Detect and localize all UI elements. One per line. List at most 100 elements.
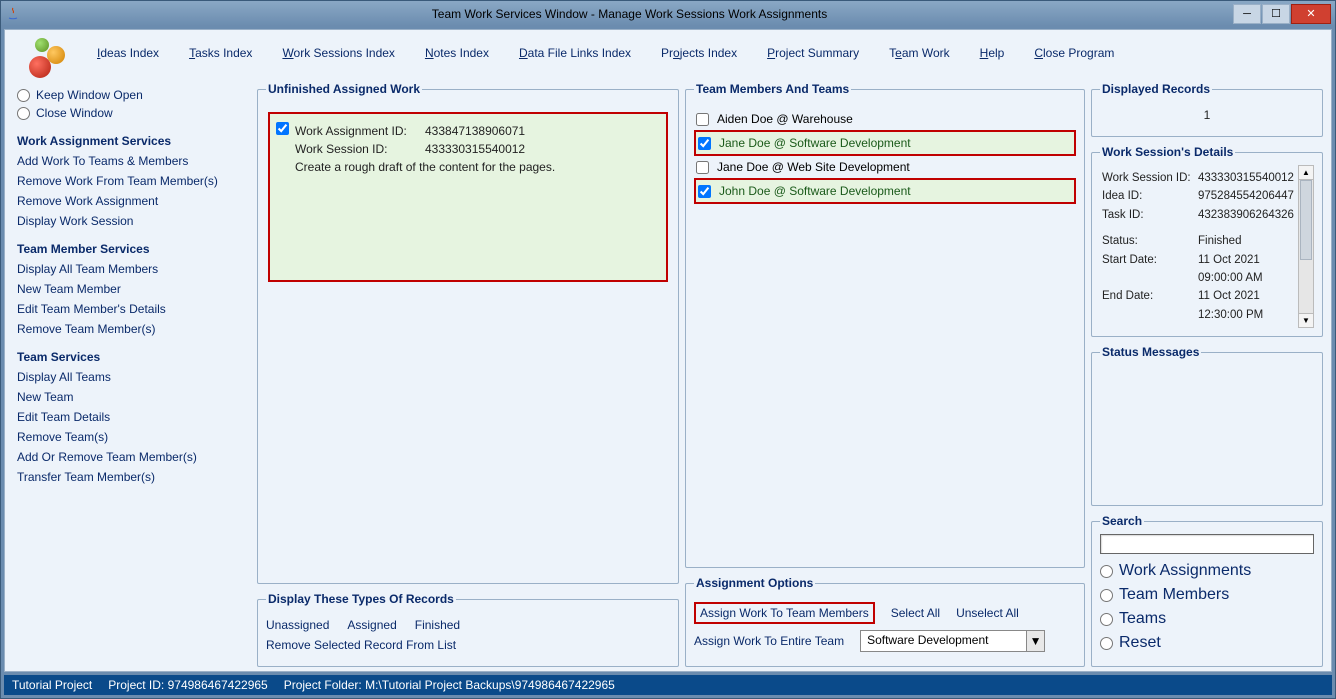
- menu-data-file-links-index[interactable]: Data File Links Index: [519, 46, 631, 60]
- titlebar: Team Work Services Window - Manage Work …: [1, 1, 1335, 26]
- content-pane: Ideas Index Tasks Index Work Sessions In…: [4, 29, 1332, 672]
- search-legend: Search: [1100, 514, 1144, 528]
- maximize-button[interactable]: ☐: [1262, 4, 1290, 24]
- menu-tasks-index[interactable]: Tasks Index: [189, 46, 252, 60]
- team-member-row[interactable]: Jane Doe @ Web Site Development: [694, 156, 1076, 178]
- link-new-team[interactable]: New Team: [17, 390, 247, 404]
- search-radio-team-members[interactable]: Team Members: [1100, 586, 1314, 604]
- link-remove-team-members[interactable]: Remove Team Member(s): [17, 322, 247, 336]
- team-services-header: Team Services: [17, 350, 247, 364]
- menu-work-sessions-index[interactable]: Work Sessions Index: [282, 46, 395, 60]
- link-display-work-session[interactable]: Display Work Session: [17, 214, 247, 228]
- team-member-label: Aiden Doe @ Warehouse: [717, 112, 853, 126]
- link-remove-selected-record[interactable]: Remove Selected Record From List: [266, 638, 456, 652]
- displayed-records-panel: Displayed Records 1: [1091, 82, 1323, 137]
- search-radio-reset[interactable]: Reset: [1100, 634, 1314, 652]
- menu-project-summary[interactable]: Project Summary: [767, 46, 859, 60]
- link-remove-work-from-members[interactable]: Remove Work From Team Member(s): [17, 174, 247, 188]
- link-unassigned[interactable]: Unassigned: [266, 618, 329, 632]
- menu-ideas-index[interactable]: Ideas Index: [97, 46, 159, 60]
- display-types-panel: Display These Types Of Records Unassigne…: [257, 592, 679, 667]
- status-messages-legend: Status Messages: [1100, 345, 1201, 359]
- search-radio-work-assignments[interactable]: Work Assignments: [1100, 562, 1314, 580]
- menubar: Ideas Index Tasks Index Work Sessions In…: [97, 46, 1319, 66]
- search-radio-teams[interactable]: Teams: [1100, 610, 1314, 628]
- menu-help[interactable]: Help: [980, 46, 1005, 60]
- menu-notes-index[interactable]: Notes Index: [425, 46, 489, 60]
- team-members-panel: Team Members And Teams Aiden Doe @ Wareh…: [685, 82, 1085, 568]
- footer-project-name: Tutorial Project: [12, 678, 92, 692]
- team-members-list: Aiden Doe @ Warehouse Jane Doe @ Softwar…: [694, 102, 1076, 204]
- footer-project-folder: Project Folder: M:\Tutorial Project Back…: [284, 678, 615, 692]
- link-add-work-to-teams[interactable]: Add Work To Teams & Members: [17, 154, 247, 168]
- close-window-radio[interactable]: Close Window: [17, 106, 247, 120]
- link-assign-to-members[interactable]: Assign Work To Team Members: [694, 602, 875, 624]
- team-member-checkbox[interactable]: [696, 161, 709, 174]
- unfinished-legend: Unfinished Assigned Work: [266, 82, 422, 96]
- keep-window-open-radio[interactable]: Keep Window Open: [17, 88, 247, 102]
- team-select-dropdown[interactable]: Software Development ▼: [860, 630, 1045, 652]
- details-content: Work Session ID:433330315540012 Idea ID:…: [1100, 165, 1298, 328]
- team-member-label: John Doe @ Software Development: [719, 184, 911, 198]
- work-session-details-panel: Work Session's Details Work Session ID:4…: [1091, 145, 1323, 337]
- search-panel: Search Work Assignments Team Members Tea…: [1091, 514, 1323, 667]
- java-icon: [5, 6, 21, 22]
- teams-panel: Team Members And Teams Aiden Doe @ Wareh…: [685, 82, 1085, 667]
- team-member-checkbox[interactable]: [698, 185, 711, 198]
- link-add-remove-team-members[interactable]: Add Or Remove Team Member(s): [17, 450, 247, 464]
- team-member-label: Jane Doe @ Software Development: [719, 136, 911, 150]
- right-panel: Displayed Records 1 Work Session's Detai…: [1091, 82, 1323, 667]
- footer-project-id: Project ID: 974986467422965: [108, 678, 267, 692]
- link-finished[interactable]: Finished: [415, 618, 460, 632]
- menu-team-work[interactable]: Team Work: [889, 46, 949, 60]
- link-edit-team-details[interactable]: Edit Team Details: [17, 410, 247, 424]
- link-unselect-all[interactable]: Unselect All: [956, 606, 1019, 620]
- work-assignment-details: Work Assignment ID:433847138906071 Work …: [295, 122, 555, 176]
- link-select-all[interactable]: Select All: [891, 606, 940, 620]
- work-assignment-item[interactable]: Work Assignment ID:433847138906071 Work …: [268, 112, 668, 282]
- scroll-down-icon[interactable]: ▼: [1299, 313, 1313, 327]
- team-member-label: Jane Doe @ Web Site Development: [717, 160, 910, 174]
- status-messages-panel: Status Messages: [1091, 345, 1323, 506]
- link-transfer-team-members[interactable]: Transfer Team Member(s): [17, 470, 247, 484]
- displayed-records-legend: Displayed Records: [1100, 82, 1212, 96]
- team-member-row[interactable]: Jane Doe @ Software Development: [694, 130, 1076, 156]
- team-member-row[interactable]: John Doe @ Software Development: [694, 178, 1076, 204]
- chevron-down-icon[interactable]: ▼: [1026, 631, 1044, 651]
- link-edit-member-details[interactable]: Edit Team Member's Details: [17, 302, 247, 316]
- menu-projects-index[interactable]: Projects Index: [661, 46, 737, 60]
- link-display-all-members[interactable]: Display All Team Members: [17, 262, 247, 276]
- link-assign-to-team[interactable]: Assign Work To Entire Team: [694, 634, 844, 648]
- details-scrollbar[interactable]: ▲ ▼: [1298, 165, 1314, 328]
- assignment-options-panel: Assignment Options Assign Work To Team M…: [685, 576, 1085, 667]
- link-display-all-teams[interactable]: Display All Teams: [17, 370, 247, 384]
- link-remove-work-assignment[interactable]: Remove Work Assignment: [17, 194, 247, 208]
- team-member-checkbox[interactable]: [696, 113, 709, 126]
- work-assignment-services-header: Work Assignment Services: [17, 134, 247, 148]
- window-title: Team Work Services Window - Manage Work …: [27, 7, 1232, 21]
- middle-panel: Unfinished Assigned Work Work Assignment…: [257, 82, 679, 667]
- app-window: Team Work Services Window - Manage Work …: [0, 0, 1336, 699]
- menu-close-program[interactable]: Close Program: [1034, 46, 1114, 60]
- displayed-records-count: 1: [1100, 102, 1314, 128]
- team-member-checkbox[interactable]: [698, 137, 711, 150]
- minimize-button[interactable]: ─: [1233, 4, 1261, 24]
- topbar: Ideas Index Tasks Index Work Sessions In…: [5, 30, 1331, 78]
- team-select-value: Software Development: [861, 631, 1026, 651]
- scroll-thumb[interactable]: [1300, 180, 1312, 260]
- status-bar: Tutorial Project Project ID: 97498646742…: [4, 675, 1332, 695]
- team-members-legend: Team Members And Teams: [694, 82, 851, 96]
- link-assigned[interactable]: Assigned: [347, 618, 396, 632]
- team-member-row[interactable]: Aiden Doe @ Warehouse: [694, 108, 1076, 130]
- work-assignment-checkbox[interactable]: [276, 122, 289, 135]
- scroll-up-icon[interactable]: ▲: [1299, 166, 1313, 180]
- window-controls: ─ ☐ ✕: [1232, 4, 1331, 24]
- link-new-team-member[interactable]: New Team Member: [17, 282, 247, 296]
- display-types-legend: Display These Types Of Records: [266, 592, 456, 606]
- search-input[interactable]: [1100, 534, 1314, 554]
- close-button[interactable]: ✕: [1291, 4, 1331, 24]
- assignment-options-legend: Assignment Options: [694, 576, 815, 590]
- left-panel: Keep Window Open Close Window Work Assig…: [13, 82, 251, 667]
- details-legend: Work Session's Details: [1100, 145, 1235, 159]
- link-remove-teams[interactable]: Remove Team(s): [17, 430, 247, 444]
